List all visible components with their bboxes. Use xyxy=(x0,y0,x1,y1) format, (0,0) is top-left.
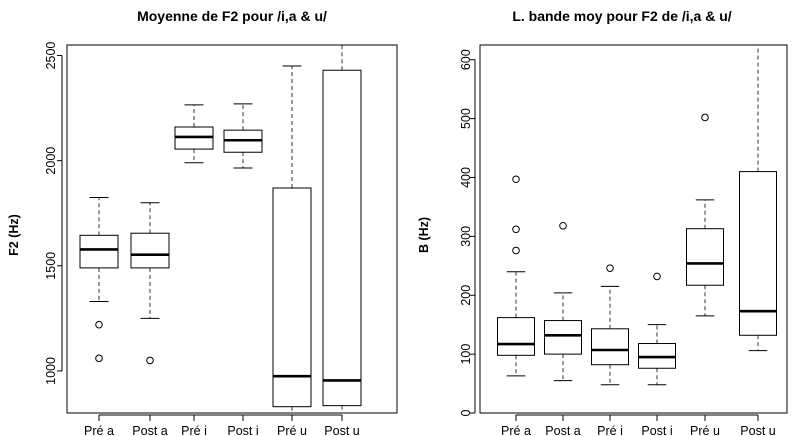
x-axis: Pré a Post a Pré i Post i Pré u Post u xyxy=(84,414,360,436)
box-iqr xyxy=(272,187,312,408)
y-tick-label: 1000 xyxy=(44,357,58,385)
x-tick-label: Pré a xyxy=(84,424,114,436)
outlier-point xyxy=(701,113,709,122)
x-tick-label: Post a xyxy=(545,424,580,436)
box-4 xyxy=(223,103,263,169)
x-tick-label: Post a xyxy=(132,424,167,436)
outlier-point xyxy=(95,320,103,329)
y-tick-label: 400 xyxy=(459,167,473,188)
box-iqr xyxy=(130,232,170,269)
outlier-point xyxy=(146,356,154,365)
box-iqr xyxy=(739,171,777,336)
plot-frame xyxy=(66,44,398,414)
box-5 xyxy=(272,65,312,413)
x-axis: Pré a Post a Pré i Post i Pré u Post u xyxy=(501,414,776,436)
box-iqr xyxy=(497,317,535,356)
y-axis-label: F2 (Hz) xyxy=(7,214,21,256)
x-tick-label: Post u xyxy=(324,424,359,436)
box-6 xyxy=(322,45,362,413)
x-tick-label: Post u xyxy=(740,424,775,436)
y-tick-label: 2000 xyxy=(44,147,58,175)
chart-panel-f2-mean: Moyenne de F2 pour /i,a & u/ F2 (Hz) 100… xyxy=(7,8,398,436)
y-tick-label: 0 xyxy=(459,409,473,416)
y-tick-label: 500 xyxy=(459,108,473,129)
chart-title: Moyenne de F2 pour /i,a & u/ xyxy=(137,8,327,24)
box-1 xyxy=(79,196,119,363)
outlier-point xyxy=(95,354,103,363)
box-3 xyxy=(591,264,629,386)
box-2 xyxy=(544,221,582,382)
box-iqr xyxy=(686,228,724,286)
y-axis-label: B (Hz) xyxy=(417,217,431,253)
chart-title: L. bande moy pour F2 de /i,a & u/ xyxy=(512,8,731,24)
outlier-point xyxy=(512,175,520,184)
outlier-point xyxy=(653,272,661,281)
x-tick-label: Pré u xyxy=(277,424,307,436)
plot-frame xyxy=(479,44,788,414)
box-3 xyxy=(174,104,214,164)
y-tick-label: 300 xyxy=(459,226,473,247)
y-tick-label: 600 xyxy=(459,49,473,70)
box-iqr xyxy=(79,234,119,269)
x-tick-label: Post i xyxy=(641,424,672,436)
box-5 xyxy=(686,113,724,317)
x-tick-label: Pré i xyxy=(597,424,623,436)
x-tick-label: Pré u xyxy=(690,424,720,436)
box-2 xyxy=(130,202,170,365)
box-6 xyxy=(739,44,777,352)
x-tick-label: Pré a xyxy=(501,424,531,436)
x-tick-label: Pré i xyxy=(181,424,207,436)
chart-panel-bandwidth: L. bande moy pour F2 de /i,a & u/ B (Hz)… xyxy=(417,8,788,436)
outlier-point xyxy=(606,264,614,272)
boxes-group xyxy=(79,45,362,413)
y-tick-label: 200 xyxy=(459,285,473,306)
y-tick-label: 2500 xyxy=(44,42,58,70)
y-tick-label: 1500 xyxy=(44,252,58,280)
boxes-group xyxy=(497,44,777,386)
box-iqr xyxy=(544,320,582,355)
y-axis: 0 100 200 300 400 500 600 xyxy=(459,49,476,416)
box-iqr xyxy=(591,328,629,366)
outlier-point xyxy=(559,221,567,230)
x-tick-label: Post i xyxy=(227,424,258,436)
outlier-point xyxy=(512,225,520,234)
box-4 xyxy=(638,272,676,386)
y-axis: 1000 1500 2000 2500 xyxy=(44,42,63,385)
y-tick-label: 100 xyxy=(459,344,473,365)
outlier-point xyxy=(512,246,520,255)
box-iqr xyxy=(322,69,362,407)
box-1 xyxy=(497,175,535,377)
